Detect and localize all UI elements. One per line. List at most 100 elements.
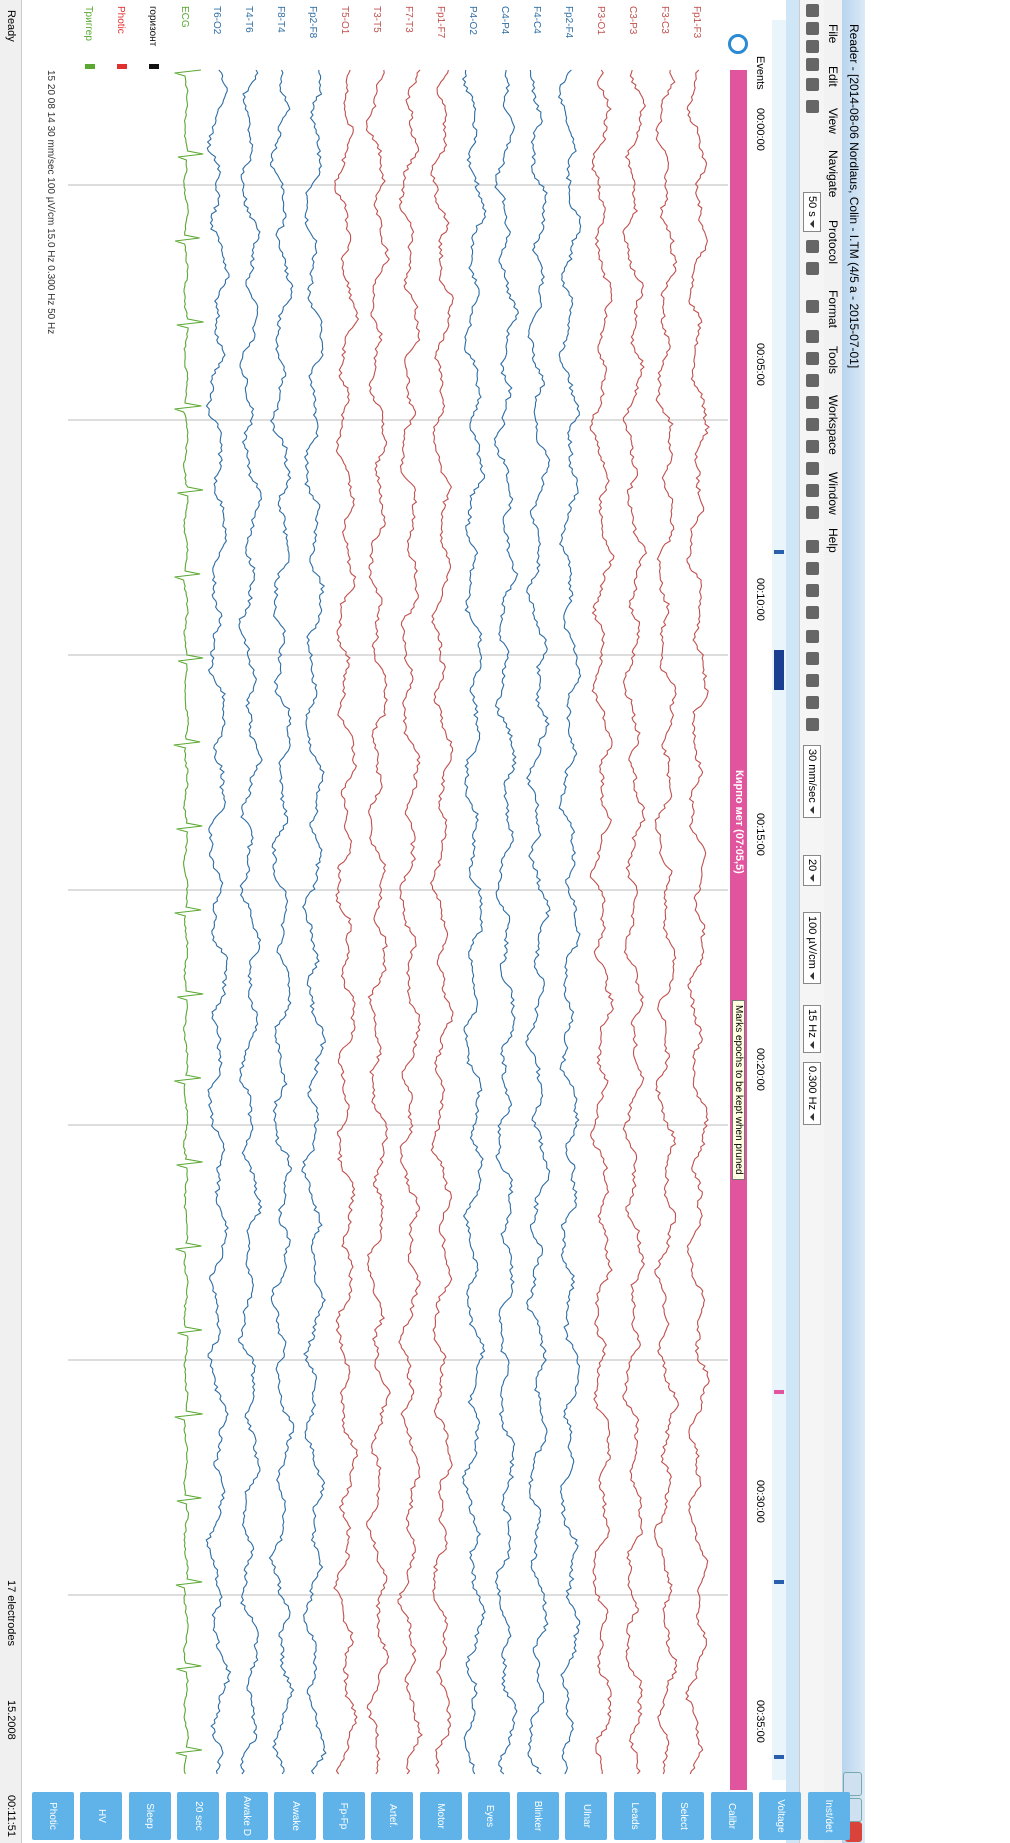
channel-label: ECG [179,6,190,28]
time-label: 00:10:00 [754,578,766,621]
toolbar-icon[interactable] [806,674,819,687]
panel-button[interactable]: Leads [614,1792,656,1840]
menu-item[interactable]: Format [826,290,840,328]
eeg-trace [590,70,614,1774]
time-label: 00:00:00 [754,108,766,151]
record-button[interactable] [728,34,748,54]
toolbar-icon[interactable] [806,506,819,519]
page: Reader - [2014-08-06 Nordlaus, Colin - I… [0,0,1010,1843]
toolbar-icon[interactable] [806,300,819,313]
panel-button[interactable]: Sleep [129,1792,171,1840]
channel-marker [117,64,127,69]
window-title: Reader - [2014-08-06 Nordlaus, Colin - I… [847,24,861,368]
panel-button[interactable]: Ulnar [566,1792,608,1840]
menu-item[interactable]: Protocol [826,220,840,264]
toolbar-icon[interactable] [806,100,819,113]
toolbar-icon[interactable] [806,440,819,453]
channel-label: P4-O2 [467,6,478,35]
menu-item[interactable]: Navigate [826,150,840,197]
panel-button[interactable]: Awake D [226,1792,268,1840]
menu-item[interactable]: File [826,24,840,43]
toolbar-icon[interactable] [806,652,819,665]
toolbar-icon[interactable] [806,78,819,91]
status-text: 17 electrodes [5,1580,17,1646]
panel-button[interactable]: HV [81,1792,123,1840]
event-marker: Кирпо мет (07:05,5) [733,770,745,874]
channel-label: Fp1-F3 [691,6,702,39]
toolbar-icon[interactable] [806,696,819,709]
panel-button[interactable]: Blinker [517,1792,559,1840]
toolbar-icon[interactable] [806,562,819,575]
channel-label: Photic [115,6,126,34]
eeg-trace [463,70,486,1774]
channel-label: F8-T4 [275,6,286,33]
time-label: 00:35:00 [754,1700,766,1743]
panel-button[interactable]: Inst/det [808,1792,850,1840]
eeg-trace [398,70,422,1774]
nav-marker[interactable] [774,1755,784,1759]
toolbar-dropdown[interactable]: 0.300 Hz [803,1062,821,1125]
panel-button[interactable]: Fp-Fp [323,1792,365,1840]
toolbar-icon[interactable] [806,22,819,35]
panel-button[interactable]: Eyes [469,1792,511,1840]
toolbar-icon[interactable] [806,58,819,71]
menu-item[interactable]: View [826,108,840,134]
toolbar-icon[interactable] [806,540,819,553]
settings-text: 15 20 08 14 30 mm/sec 100 µV/cm 15.0 Hz … [45,70,56,334]
menu-item[interactable]: Tools [826,346,840,374]
panel-button[interactable]: Voltage [760,1792,802,1840]
event-bar: Кирпо мет (07:05,5) [730,70,747,1790]
menu-item[interactable]: Workspace [826,395,840,455]
panel-button[interactable]: 20 sec [178,1792,220,1840]
toolbar-icon[interactable] [806,396,819,409]
toolbar-icon[interactable] [806,606,819,619]
toolbar-icon[interactable] [806,262,819,275]
toolbar-icon[interactable] [806,40,819,53]
toolbar-icon[interactable] [806,374,819,387]
panel-button[interactable]: Photic [32,1792,74,1840]
navigation-strip[interactable] [772,20,786,1780]
nav-marker[interactable] [774,550,784,554]
toolbar-icon[interactable] [806,718,819,731]
time-label: 00:05:00 [754,343,766,386]
toolbar-dropdown[interactable]: 100 µV/cm [803,912,821,984]
scrollbar[interactable] [786,0,799,1843]
eeg-trace [431,70,454,1774]
panel-button[interactable]: Awake [275,1792,317,1840]
time-label: 00:20:00 [754,1048,766,1091]
panel-button[interactable]: Artef. [372,1792,414,1840]
toolbar-dropdown[interactable]: 50 s [803,192,821,232]
toolbar-icon[interactable] [806,462,819,475]
panel-button[interactable]: Calibr [711,1792,753,1840]
eeg-trace [686,70,709,1774]
menu-item[interactable]: Help [826,528,840,553]
toolbar-icon[interactable] [806,240,819,253]
menu-item[interactable]: Window [826,472,840,515]
nav-marker[interactable] [774,1580,784,1584]
channel-label: F7-T3 [403,6,414,33]
toolbar-icon[interactable] [806,418,819,431]
eeg-trace [559,70,581,1774]
channel-label: Fp2-F4 [563,6,574,39]
toolbar-dropdown[interactable]: 15 Hz [803,1005,821,1053]
toolbar-icon[interactable] [806,352,819,365]
panel-button[interactable]: Select [663,1792,705,1840]
toolbar-dropdown[interactable]: 30 mm/sec [803,745,821,818]
eeg-trace [654,70,678,1774]
channel-label: C4-P4 [499,6,510,35]
nav-marker[interactable] [774,650,784,690]
eeg-trace [366,70,390,1774]
toolbar-icon[interactable] [806,330,819,343]
panel-button[interactable]: Motor [420,1792,462,1840]
nav-marker[interactable] [774,1390,784,1394]
toolbar-dropdown[interactable]: 20 [803,855,821,886]
toolbar-icon[interactable] [806,584,819,597]
toolbar-icon[interactable] [806,484,819,497]
toolbar-icon[interactable] [806,630,819,643]
menu-item[interactable]: Edit [826,66,840,87]
toolbar-icon[interactable] [806,4,819,17]
tooltip: Marks epochs to be kept when pruned [732,1000,745,1180]
menu-bar: File Edit View Navigate Protocol Format Tools W… [824,0,842,1843]
